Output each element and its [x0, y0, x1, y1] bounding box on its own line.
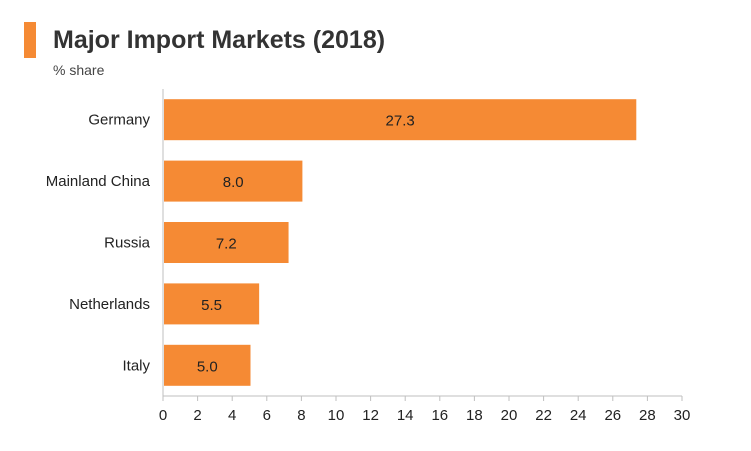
- bar-italy: [164, 344, 251, 386]
- bar-netherlands: [164, 283, 260, 325]
- x-tick-label: 0: [159, 407, 167, 424]
- data-label: 5.5: [201, 297, 222, 314]
- x-tick-label: 10: [328, 407, 345, 424]
- bar-mainland-china: [164, 160, 303, 202]
- x-tick-label: 6: [263, 407, 271, 424]
- category-label: Mainland China: [46, 173, 151, 190]
- x-tick-label: 16: [431, 407, 448, 424]
- x-tick-label: 28: [639, 407, 656, 424]
- x-tick-label: 4: [228, 407, 236, 424]
- data-label: 5.0: [197, 358, 218, 375]
- data-label: 27.3: [386, 113, 415, 130]
- x-tick-label: 26: [604, 407, 621, 424]
- data-label: 7.2: [216, 236, 237, 253]
- bar-russia: [164, 222, 289, 263]
- x-tick-label: 14: [397, 407, 414, 424]
- x-tick-label: 24: [570, 407, 587, 424]
- title-accent-bar: [24, 22, 36, 58]
- x-tick-label: 30: [674, 407, 691, 424]
- category-label: Germany: [88, 112, 150, 129]
- x-tick-label: 2: [193, 407, 201, 424]
- category-label: Russia: [104, 235, 151, 252]
- x-tick-label: 12: [362, 407, 379, 424]
- category-label: Italy: [122, 357, 150, 374]
- data-label: 8.0: [223, 174, 244, 191]
- category-label: Netherlands: [69, 296, 150, 313]
- x-tick-label: 8: [297, 407, 305, 424]
- x-tick-label: 18: [466, 407, 483, 424]
- x-tick-label: 20: [501, 407, 518, 424]
- x-tick-label: 22: [535, 407, 552, 424]
- bar-germany: [164, 99, 637, 141]
- chart-subtitle: % share: [53, 62, 105, 78]
- chart-title: Major Import Markets (2018): [53, 26, 386, 54]
